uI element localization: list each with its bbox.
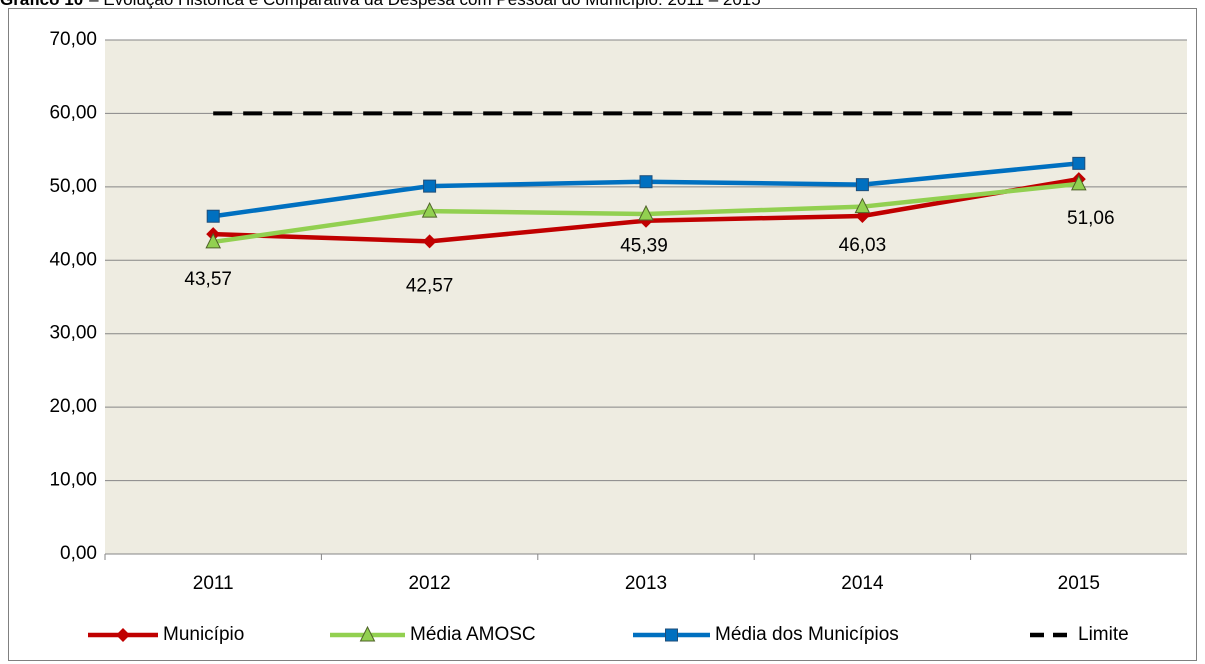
x-tick-label: 2015 (1058, 573, 1100, 594)
chart-title: Gráfico 10 – Evolução Histórica e Compara… (0, 0, 761, 9)
series-marker (421, 201, 438, 218)
legend-label: Média dos Municípios (715, 624, 899, 645)
series-marker (1072, 156, 1086, 170)
series-marker (206, 209, 220, 223)
series-marker (422, 234, 437, 249)
legend-label: Limite (1078, 624, 1129, 645)
series-marker (638, 204, 654, 221)
x-tick-label: 2014 (841, 573, 884, 594)
legend-label: Média AMOSC (410, 624, 536, 645)
data-label: 46,03 (839, 235, 887, 256)
y-tick-label: 40,00 (49, 249, 97, 270)
data-label: 43,57 (184, 269, 232, 290)
x-tick-label: 2011 (193, 573, 234, 594)
y-tick-label: 50,00 (49, 176, 97, 197)
legend-label: Município (163, 624, 244, 645)
title-number: Gráfico 10 (0, 0, 83, 9)
title-text: – Evolução Histórica e Comparativa da De… (89, 0, 761, 9)
data-label: 45,39 (620, 236, 668, 257)
series-marker (423, 179, 437, 193)
y-tick-label: 70,00 (49, 29, 97, 50)
series-marker (1070, 174, 1087, 191)
y-tick-label: 10,00 (49, 470, 97, 491)
x-tick-label: 2013 (625, 573, 667, 594)
legend-marker (116, 628, 130, 642)
y-tick-label: 30,00 (49, 323, 97, 344)
series-marker (205, 232, 222, 249)
x-tick-label: 2012 (408, 573, 450, 594)
plot-area (105, 40, 1187, 554)
data-label: 42,57 (406, 275, 454, 296)
legend-marker (359, 625, 376, 642)
series-marker (639, 175, 653, 189)
y-tick-label: 0,00 (60, 543, 97, 564)
data-label: 51,06 (1067, 208, 1115, 229)
series-marker (855, 178, 869, 192)
series-marker (854, 197, 871, 214)
y-tick-label: 20,00 (49, 396, 97, 417)
legend-marker (665, 628, 678, 642)
y-tick-label: 60,00 (49, 102, 97, 123)
